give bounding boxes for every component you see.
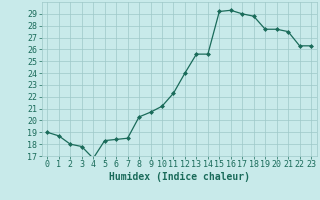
X-axis label: Humidex (Indice chaleur): Humidex (Indice chaleur)	[109, 172, 250, 182]
